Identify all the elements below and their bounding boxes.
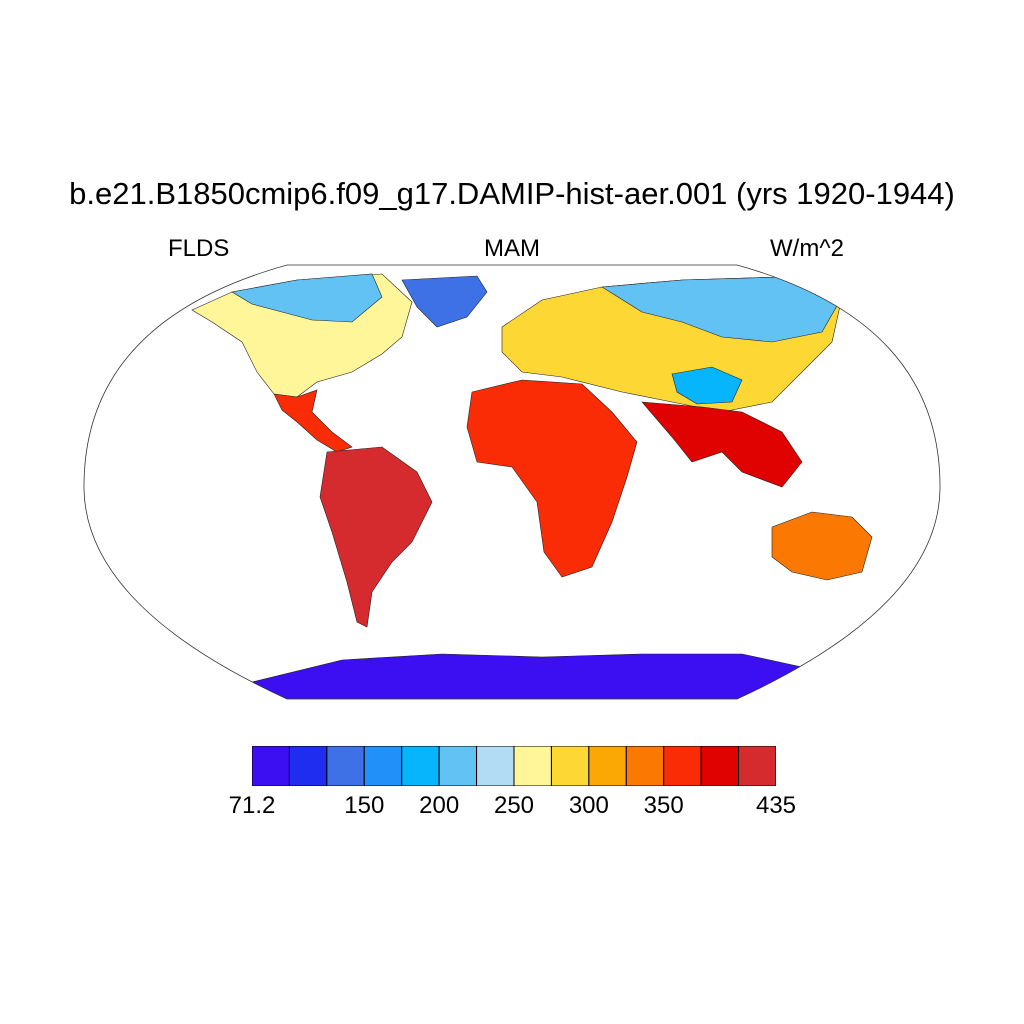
colorbar-swatch [550, 746, 590, 786]
colorbar-swatch [625, 746, 665, 786]
region-south-america [319, 446, 433, 628]
colorbar-swatch [363, 746, 403, 786]
colorbar-tick-label: 300 [568, 792, 609, 819]
colorbar-swatch [738, 746, 776, 786]
colorbar-swatch [513, 746, 552, 786]
colorbar-swatch [588, 746, 627, 786]
region-south-asia [641, 401, 803, 488]
colorbar-swatch [438, 746, 478, 786]
map-title: b.e21.B1850cmip6.f09_g17.DAMIP-hist-aer.… [69, 176, 955, 211]
region-antarctica [251, 653, 803, 699]
world-map [83, 264, 941, 700]
region-tibet [671, 366, 743, 405]
colorbar-tick-label: 200 [419, 792, 460, 819]
globe-outline [83, 264, 941, 700]
colorbar-swatch [476, 746, 515, 786]
colorbar-tick-label: 150 [344, 792, 385, 819]
colorbar-swatch [288, 746, 328, 786]
colorbar-swatch [326, 746, 365, 786]
region-canada-north [231, 273, 383, 323]
region-africa [466, 379, 638, 578]
colorbar-swatch [700, 746, 740, 786]
colorbar-tick-label: 350 [643, 792, 684, 819]
region-greenland [401, 275, 488, 328]
colorbar-tick-label: 435 [755, 792, 797, 819]
colorbar-tick-label: 250 [493, 792, 535, 819]
colorbar-swatch [252, 746, 290, 786]
variable-label: FLDS [168, 235, 230, 262]
colorbar [252, 746, 776, 786]
region-australia [771, 511, 873, 581]
colorbar-tick-label: 71.2 [228, 792, 276, 819]
season-label: MAM [484, 235, 540, 262]
colorbar-swatch [663, 746, 702, 786]
colorbar-swatch [401, 746, 440, 786]
units-label: W/m^2 [770, 235, 844, 262]
region-central-america [273, 389, 353, 453]
region-siberia [601, 276, 843, 343]
